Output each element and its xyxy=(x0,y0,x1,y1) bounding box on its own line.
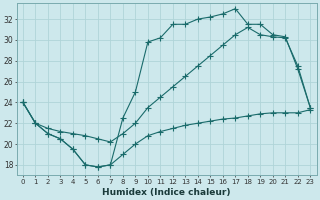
X-axis label: Humidex (Indice chaleur): Humidex (Indice chaleur) xyxy=(102,188,231,197)
